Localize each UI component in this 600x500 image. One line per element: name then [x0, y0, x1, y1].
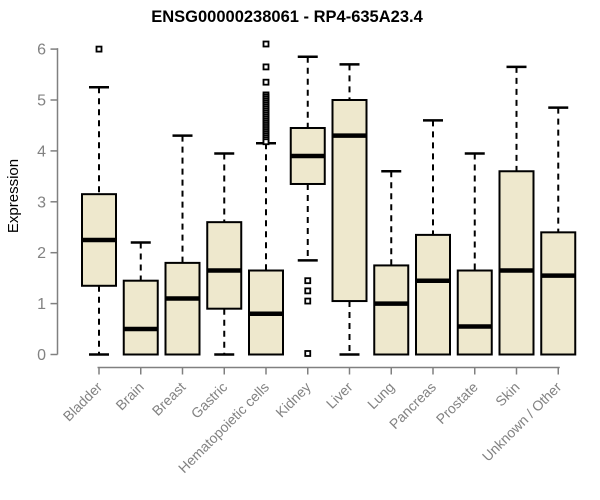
- y-tick-label: 6: [37, 42, 46, 59]
- y-tick-label: 2: [37, 245, 46, 262]
- outlier-point: [304, 287, 312, 295]
- outlier-point: [262, 63, 270, 71]
- box-rect: [456, 269, 493, 356]
- x-category-label: Breast: [149, 379, 189, 419]
- y-tick-label: 4: [37, 143, 46, 160]
- box-rect: [206, 221, 243, 310]
- chart-title: ENSG00000238061 - RP4-635A23.4: [151, 8, 423, 26]
- box-rect: [373, 264, 410, 356]
- outlier-point: [304, 350, 312, 357]
- outlier-point: [262, 138, 270, 146]
- x-category-label: Liver: [323, 379, 356, 412]
- x-category-label: Brain: [112, 379, 146, 413]
- y-tick-label: 1: [37, 296, 46, 313]
- box-rect: [415, 233, 451, 356]
- outlier-point: [304, 297, 312, 305]
- x-category-label: Prostate: [433, 379, 481, 427]
- x-category-label: Unknown / Other: [479, 379, 565, 465]
- outlier-point: [262, 78, 270, 86]
- x-category-label: Skin: [492, 379, 523, 410]
- x-category-label: Kidney: [272, 379, 314, 421]
- box-rect: [498, 170, 535, 356]
- box-rect: [122, 279, 159, 356]
- y-tick-label: 5: [37, 93, 46, 110]
- outlier-point: [95, 45, 103, 53]
- x-category-label: Lung: [364, 379, 397, 412]
- box-rect: [164, 261, 201, 356]
- y-axis-label: Expression: [5, 159, 22, 233]
- x-category-label: Bladder: [60, 379, 106, 425]
- outlier-point: [262, 40, 270, 48]
- y-tick-label: 3: [37, 194, 46, 211]
- box-rect: [331, 99, 368, 303]
- y-tick-label: 0: [37, 347, 46, 364]
- box-rect: [540, 231, 577, 356]
- outlier-point: [304, 277, 312, 285]
